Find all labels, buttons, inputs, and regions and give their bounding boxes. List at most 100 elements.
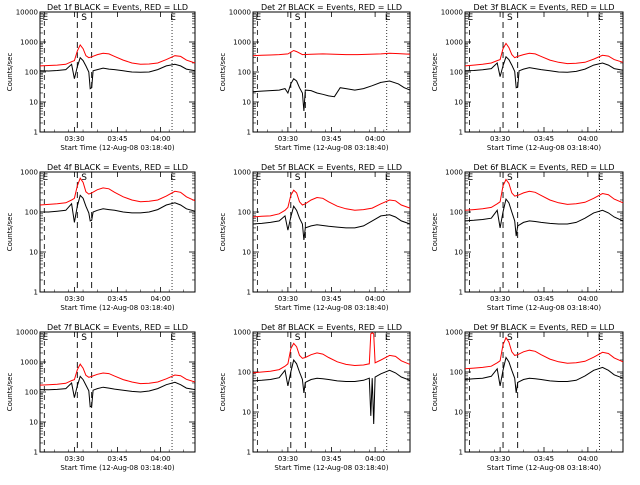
marker-label: S: [295, 173, 301, 183]
x-axis-label: Start Time (12-Aug-08 03:18:40): [60, 144, 174, 152]
series-line-lld: [39, 363, 196, 386]
y-tick-label: 10: [454, 249, 463, 257]
panel-4: Det 4f BLACK = Events, RED = LLD 1 10 100 10…: [6, 163, 196, 312]
y-axis-label: Counts/sec: [431, 373, 439, 412]
marker-label: E: [468, 13, 474, 23]
panel-title: Det 1f BLACK = Events, RED = LLD: [47, 3, 188, 12]
x-tick-label: 03:45: [321, 135, 341, 143]
series-line-lld: [464, 42, 624, 67]
marker-label: S: [295, 13, 301, 23]
y-tick-label: 100: [238, 209, 251, 217]
y-axis-label: Counts/sec: [219, 213, 227, 252]
series-line-events: [39, 56, 196, 90]
y-tick-label: 10000: [16, 329, 38, 337]
y-axis-label: Counts/sec: [6, 53, 14, 92]
y-axis-label: Counts/sec: [431, 53, 439, 92]
x-tick-label: 04:00: [578, 295, 598, 303]
marker-label: E: [385, 173, 391, 183]
marker-label: S: [507, 173, 513, 183]
y-tick-label: 1: [247, 129, 251, 137]
y-tick-label: 10000: [441, 9, 463, 17]
y-tick-label: 1: [247, 449, 251, 457]
marker-label: E: [256, 173, 262, 183]
panel-7: Det 7f BLACK = Events, RED = LLD 1 10 100 10…: [6, 323, 196, 472]
x-tick-label: 03:45: [107, 135, 127, 143]
x-tick-label: 03:45: [534, 135, 554, 143]
y-tick-label: 1: [459, 449, 463, 457]
marker-label: E: [42, 333, 48, 343]
x-tick-label: 03:30: [64, 455, 84, 463]
y-axis-label: Counts/sec: [6, 213, 14, 252]
x-tick-label: 04:00: [578, 135, 598, 143]
marker-label: E: [42, 173, 48, 183]
marker-label: E: [468, 333, 474, 343]
y-tick-label: 1000: [233, 169, 251, 177]
marker-label: S: [507, 333, 513, 343]
panel-8: Det 8f BLACK = Events, RED = LLD 1 10 100 10…: [219, 323, 411, 472]
x-axis-label: Start Time (12-Aug-08 03:18:40): [60, 464, 174, 472]
y-tick-label: 100: [450, 369, 463, 377]
series-line-events: [464, 356, 624, 393]
panel-5: Det 5f BLACK = Events, RED = LLD 1 10 100 10…: [219, 163, 411, 312]
series-line-events: [39, 375, 196, 408]
series-line-events: [252, 77, 411, 112]
x-tick-label: 03:45: [534, 295, 554, 303]
y-tick-label: 10000: [229, 9, 251, 17]
y-tick-label: 1: [34, 129, 38, 137]
y-tick-label: 1000: [445, 39, 463, 47]
x-tick-label: 03:30: [278, 135, 298, 143]
x-tick-label: 03:30: [278, 455, 298, 463]
panel-1: Det 1f BLACK = Events, RED = LLD 1 10 100 10…: [6, 3, 196, 152]
x-tick-label: 04:00: [578, 455, 598, 463]
x-axis-label: Start Time (12-Aug-08 03:18:40): [274, 144, 388, 152]
y-tick-label: 1000: [233, 329, 251, 337]
marker-label: S: [507, 13, 513, 23]
x-tick-label: 03:30: [64, 135, 84, 143]
panel-title: Det 6f BLACK = Events, RED = LLD: [473, 163, 614, 172]
y-tick-label: 1: [34, 449, 38, 457]
marker-label: E: [170, 13, 176, 23]
x-axis-label: Start Time (12-Aug-08 03:18:40): [274, 464, 388, 472]
marker-label: E: [256, 13, 262, 23]
marker-label: S: [81, 173, 87, 183]
series-line-lld: [39, 43, 196, 67]
y-tick-label: 1000: [233, 39, 251, 47]
x-axis-label: Start Time (12-Aug-08 03:18:40): [487, 144, 601, 152]
panel-2: Det 2f BLACK = Events, RED = LLD 1 10 100 10…: [219, 3, 411, 152]
x-tick-label: 04:00: [365, 295, 385, 303]
x-tick-label: 03:30: [490, 135, 510, 143]
x-tick-label: 04:00: [150, 135, 170, 143]
y-tick-label: 100: [25, 209, 38, 217]
y-tick-label: 1: [247, 289, 251, 297]
x-tick-label: 04:00: [365, 455, 385, 463]
panel-title: Det 3f BLACK = Events, RED = LLD: [473, 3, 614, 12]
series-line-lld: [464, 178, 624, 211]
x-tick-label: 03:30: [490, 455, 510, 463]
y-tick-label: 100: [25, 69, 38, 77]
y-tick-label: 1000: [20, 169, 38, 177]
y-tick-label: 1000: [445, 169, 463, 177]
series-line-lld: [464, 336, 624, 370]
y-tick-label: 10: [29, 249, 38, 257]
y-tick-label: 1: [459, 129, 463, 137]
x-axis-label: Start Time (12-Aug-08 03:18:40): [274, 304, 388, 312]
y-tick-label: 100: [238, 369, 251, 377]
y-axis-label: Counts/sec: [219, 373, 227, 412]
panel-title: Det 4f BLACK = Events, RED = LLD: [47, 163, 188, 172]
marker-label: E: [42, 13, 48, 23]
x-tick-label: 04:00: [365, 135, 385, 143]
y-tick-label: 100: [25, 389, 38, 397]
x-tick-label: 03:45: [534, 455, 554, 463]
marker-label: E: [468, 173, 474, 183]
y-axis-label: Counts/sec: [219, 53, 227, 92]
x-axis-label: Start Time (12-Aug-08 03:18:40): [60, 304, 174, 312]
y-tick-label: 10: [454, 99, 463, 107]
series-line-events: [464, 197, 624, 237]
x-tick-label: 03:45: [107, 455, 127, 463]
y-tick-label: 10: [29, 99, 38, 107]
marker-label: S: [81, 333, 87, 343]
marker-label: E: [170, 173, 176, 183]
x-axis-label: Start Time (12-Aug-08 03:18:40): [487, 304, 601, 312]
panel-9: Det 9f BLACK = Events, RED = LLD 1 10 100 10…: [431, 323, 624, 472]
